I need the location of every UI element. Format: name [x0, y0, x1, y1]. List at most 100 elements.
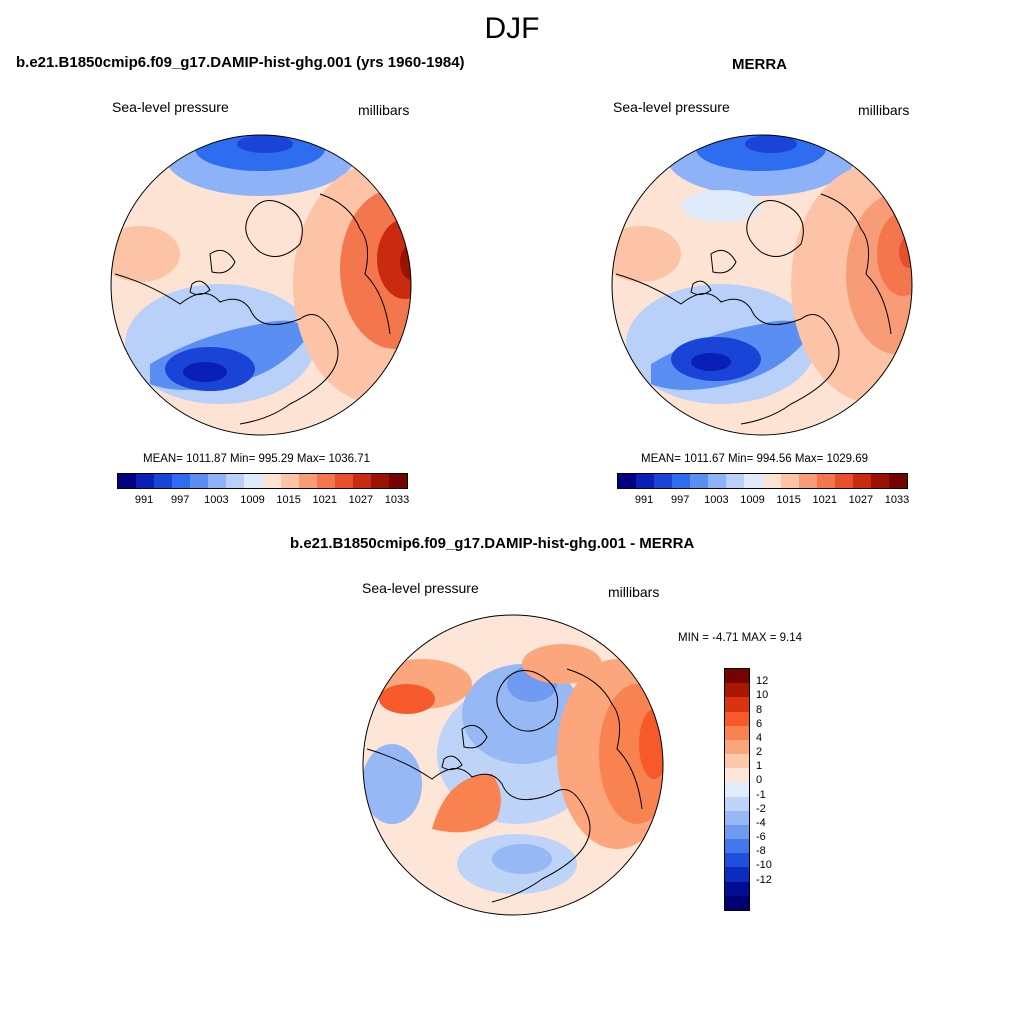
colorbar-tick-label: 1009: [740, 494, 765, 506]
colorbar-swatch: [725, 782, 749, 797]
siberian-high-core: [400, 244, 411, 280]
colorbar-tick-label: -2: [756, 802, 766, 815]
colorbar-swatch: [725, 810, 749, 825]
colorbar-swatch: [726, 474, 745, 488]
colorbar-ticks-difference: 12 10 8 6 4 2 1 0 -1 -2 -4 -6 -8 -10 -12: [756, 668, 796, 909]
variable-label-model: Sea-level pressure: [112, 99, 229, 115]
arctic-islands-coastline: [690, 249, 737, 296]
colorbar-tick-label: 997: [171, 494, 190, 506]
colorbar-swatch: [316, 474, 335, 488]
icelandic-low-core: [237, 135, 293, 153]
colorbar-tick-label: 991: [134, 494, 154, 506]
colorbar-swatch: [798, 474, 817, 488]
neutral-region: [681, 190, 761, 222]
colorbar-tick-label: 1027: [848, 494, 874, 506]
map-border: [611, 134, 913, 436]
colorbar-swatch: [244, 474, 263, 488]
high-pressure-region: [612, 226, 681, 282]
colorbar-swatch: [725, 768, 749, 783]
panel-title-model: b.e21.B1850cmip6.f09_g17.DAMIP-hist-ghg.…: [16, 54, 465, 71]
colorbar-swatch: [154, 474, 173, 488]
colorbar-swatch: [208, 474, 227, 488]
colorbar-swatch: [725, 839, 749, 854]
polar-map-model: [110, 134, 412, 436]
colorbar-swatch: [334, 474, 353, 488]
colorbar-swatch: [118, 474, 137, 488]
colorbar-swatch: [370, 474, 389, 488]
colorbar-swatch: [618, 474, 637, 488]
colorbar-tick-label: 8: [756, 703, 763, 716]
polar-map-merra: [611, 134, 913, 436]
colorbar-swatch: [744, 474, 763, 488]
high-pressure-region: [111, 226, 180, 282]
icelandic-low-core: [745, 135, 797, 153]
colorbar-swatch: [262, 474, 281, 488]
eurasia-coastline: [566, 668, 643, 810]
arctic-islands-coastline: [441, 724, 488, 771]
colorbar-swatch: [690, 474, 709, 488]
panel-title-difference: b.e21.B1850cmip6.f09_g17.DAMIP-hist-ghg.…: [290, 535, 695, 552]
aleutian-low-core: [183, 362, 227, 382]
colorbar-swatch: [725, 853, 749, 868]
colorbar-swatch: [725, 881, 749, 896]
colorbar-tick-label: 6: [756, 717, 763, 730]
colorbar-swatch: [190, 474, 209, 488]
arctic-islands-coastline: [189, 249, 236, 296]
colorbar-tick-label: 991: [634, 494, 654, 506]
colorbar-tick-label: 1003: [704, 494, 729, 506]
variable-label-difference: Sea-level pressure: [362, 580, 479, 596]
colorbar-tick-label: -10: [756, 859, 772, 872]
eurasia-coastline: [319, 193, 391, 335]
colorbar-swatch: [780, 474, 799, 488]
colorbar-swatch: [725, 725, 749, 740]
siberian-high-core: [899, 236, 912, 268]
colorbar-tick-label: -12: [756, 873, 772, 886]
colorbar-tick-label: 2: [756, 746, 763, 759]
colorbar-swatch: [298, 474, 317, 488]
colorbar-tick-label: 1015: [276, 494, 301, 506]
colorbar-tick-label: -6: [756, 831, 766, 844]
colorbar-swatch: [725, 683, 749, 698]
map-border: [110, 134, 412, 436]
greenland-coastline: [746, 200, 804, 257]
colorbar-swatch: [708, 474, 727, 488]
colorbar-swatch: [725, 867, 749, 882]
colorbar-swatch: [725, 895, 749, 910]
positive-anomaly: [522, 644, 602, 684]
colorbar-swatch: [388, 474, 407, 488]
stats-merra: MEAN= 1011.67 Min= 994.56 Max= 1029.69: [641, 453, 869, 465]
stats-difference: MIN = -4.71 MAX = 9.14: [678, 632, 803, 644]
colorbar-swatch: [280, 474, 299, 488]
polar-map-difference: [362, 614, 664, 916]
colorbar-tick-label: -8: [756, 845, 766, 858]
colorbar-tick-label: 12: [756, 675, 769, 688]
colorbar-swatch: [725, 824, 749, 840]
colorbar-swatch: [136, 474, 155, 488]
colorbar-tick-label: 0: [756, 774, 763, 787]
colorbar-swatch: [226, 474, 245, 488]
colorbar-swatch: [654, 474, 673, 488]
colorbar-tick-label: 1003: [204, 494, 229, 506]
units-label-merra: millibars: [858, 102, 910, 118]
units-label-difference: millibars: [608, 584, 660, 600]
colorbar-tick-label: 1027: [348, 494, 374, 506]
colorbar-ticks-model: 991 997 1003 1009 1015 1021 1027 1033: [117, 494, 409, 508]
stats-model: MEAN= 1011.87 Min= 995.29 Max= 1036.71: [143, 453, 371, 465]
colorbar-tick-label: -1: [756, 788, 766, 801]
colorbar-tick-label: 10: [756, 689, 769, 702]
colorbar-swatch: [834, 474, 853, 488]
colorbar-swatch: [870, 474, 889, 488]
colorbar-tick-label: 1015: [776, 494, 801, 506]
coastline: [114, 273, 339, 425]
variable-label-merra: Sea-level pressure: [613, 99, 730, 115]
positive-anomaly: [379, 684, 435, 714]
units-label-model: millibars: [358, 102, 410, 118]
colorbar-tick-label: 1021: [312, 494, 337, 506]
colorbar-tick-label: 1033: [384, 494, 410, 506]
colorbar-swatch: [852, 474, 871, 488]
colorbar-swatch: [672, 474, 691, 488]
colorbar-swatch: [725, 669, 749, 684]
greenland-coastline: [496, 670, 559, 732]
negative-anomaly: [492, 844, 552, 874]
colorbar-tick-label: 1021: [812, 494, 837, 506]
